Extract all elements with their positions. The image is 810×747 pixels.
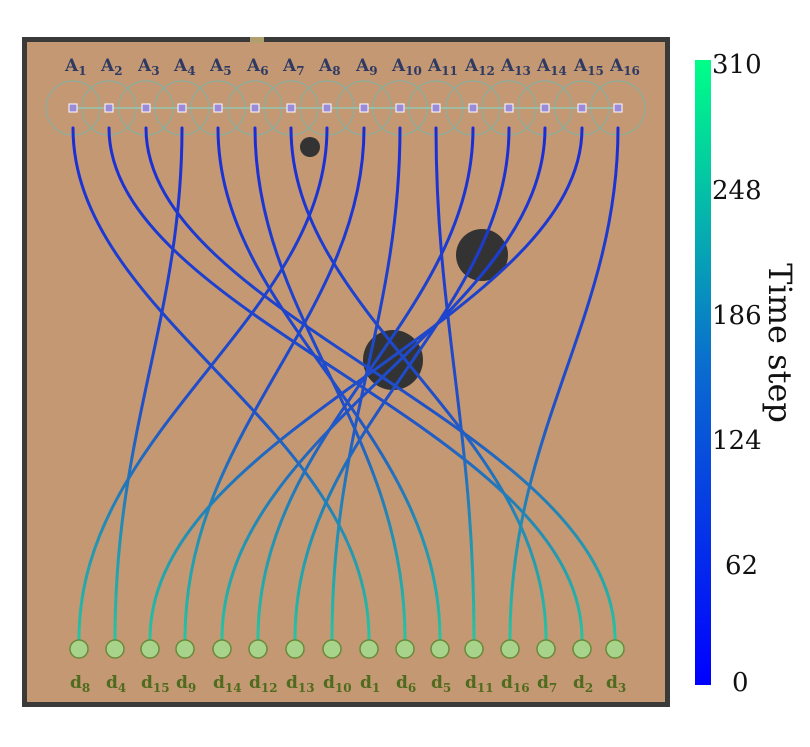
agent-trajectory xyxy=(508,126,620,641)
agent-trajectory xyxy=(144,126,617,641)
destination-marker xyxy=(248,639,268,659)
agent-marker xyxy=(577,103,587,113)
arena-floor xyxy=(27,42,665,702)
agent-trajectory xyxy=(220,126,547,641)
destination-marker xyxy=(605,639,625,659)
destination-marker xyxy=(212,639,232,659)
agent-marker xyxy=(431,103,441,113)
agent-trajectory xyxy=(253,126,407,641)
colorbar-tick: 62 xyxy=(725,551,759,581)
destination-marker xyxy=(140,639,160,659)
agent-trajectory xyxy=(148,126,584,641)
destination-marker xyxy=(105,639,125,659)
colorbar-tick: 124 xyxy=(712,426,762,456)
arena-handle xyxy=(250,37,264,43)
colorbar-tick: 186 xyxy=(712,301,762,331)
agent-marker xyxy=(504,103,514,113)
agent-marker xyxy=(104,103,114,113)
agent-marker xyxy=(613,103,623,113)
agent-trajectory xyxy=(77,126,329,641)
agent-trajectory xyxy=(71,126,371,641)
colorbar-tick: 0 xyxy=(732,668,749,698)
agent-trajectory xyxy=(113,126,184,641)
agent-marker xyxy=(322,103,332,113)
destination-marker xyxy=(322,639,342,659)
agent-trajectory xyxy=(289,126,548,641)
agent-marker xyxy=(286,103,296,113)
destination-marker xyxy=(175,639,195,659)
agent-trajectory xyxy=(183,126,366,641)
destination-marker xyxy=(285,639,305,659)
agent-trajectory xyxy=(107,126,584,641)
obstacle-small xyxy=(300,137,320,157)
agent-marker xyxy=(468,103,478,113)
agent-trajectory xyxy=(434,126,476,641)
colorbar-tick: 310 xyxy=(712,50,762,80)
colorbar-tick: 248 xyxy=(712,176,762,206)
agent-marker xyxy=(141,103,151,113)
destination-marker xyxy=(536,639,556,659)
destination-marker xyxy=(69,639,89,659)
destination-marker xyxy=(359,639,379,659)
agent-marker xyxy=(250,103,260,113)
destination-marker xyxy=(395,639,415,659)
agent-marker xyxy=(395,103,405,113)
agent-marker xyxy=(68,103,78,113)
colorbar xyxy=(695,60,711,685)
agent-trajectory xyxy=(293,126,511,641)
destination-marker xyxy=(464,639,484,659)
destination-marker xyxy=(430,639,450,659)
agent-marker xyxy=(359,103,369,113)
colorbar-title: Time step xyxy=(761,263,799,423)
agent-marker xyxy=(213,103,223,113)
agent-marker xyxy=(540,103,550,113)
agent-marker xyxy=(177,103,187,113)
destination-marker xyxy=(572,639,592,659)
destination-marker xyxy=(500,639,520,659)
